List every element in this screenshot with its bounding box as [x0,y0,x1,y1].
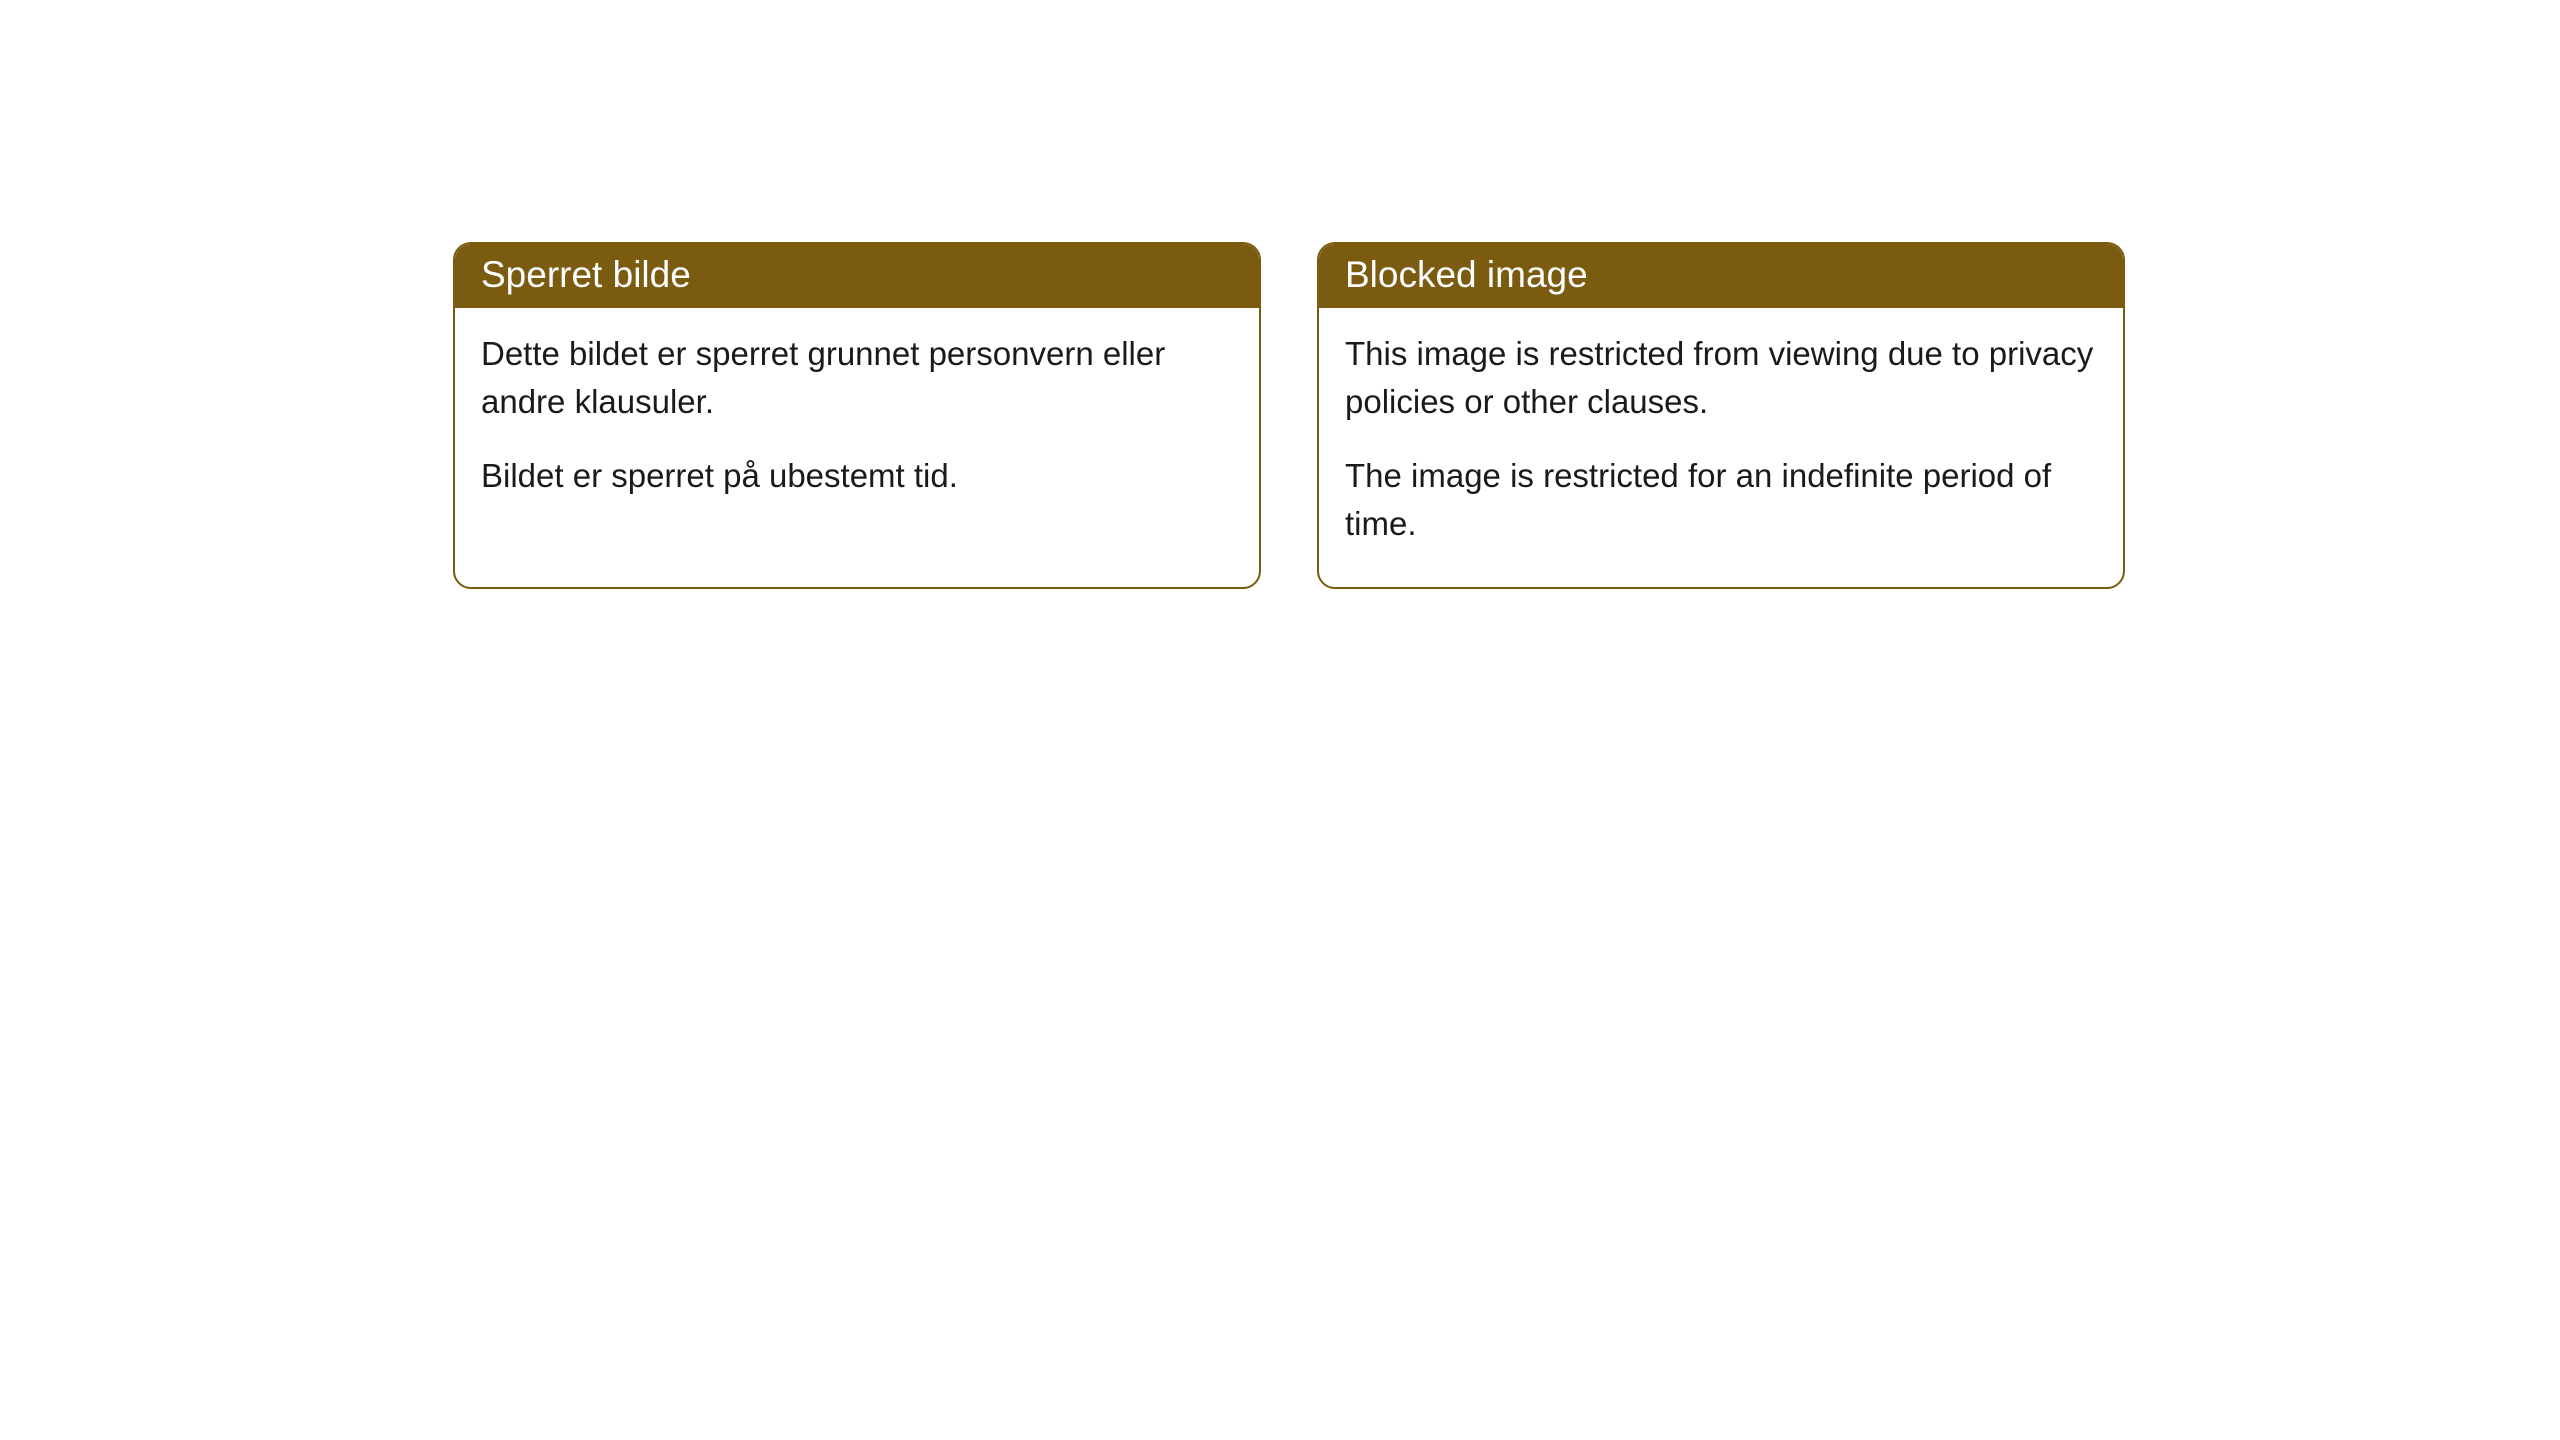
card-paragraph: The image is restricted for an indefinit… [1345,452,2097,548]
card-header-norwegian: Sperret bilde [455,244,1259,308]
card-header-english: Blocked image [1319,244,2123,308]
card-paragraph: This image is restricted from viewing du… [1345,330,2097,426]
notice-cards-container: Sperret bilde Dette bildet er sperret gr… [453,242,2125,589]
blocked-image-card-norwegian: Sperret bilde Dette bildet er sperret gr… [453,242,1261,589]
card-paragraph: Dette bildet er sperret grunnet personve… [481,330,1233,426]
blocked-image-card-english: Blocked image This image is restricted f… [1317,242,2125,589]
card-title: Blocked image [1345,254,1588,295]
card-paragraph: Bildet er sperret på ubestemt tid. [481,452,1233,500]
card-body-norwegian: Dette bildet er sperret grunnet personve… [455,308,1259,540]
card-title: Sperret bilde [481,254,691,295]
card-body-english: This image is restricted from viewing du… [1319,308,2123,587]
